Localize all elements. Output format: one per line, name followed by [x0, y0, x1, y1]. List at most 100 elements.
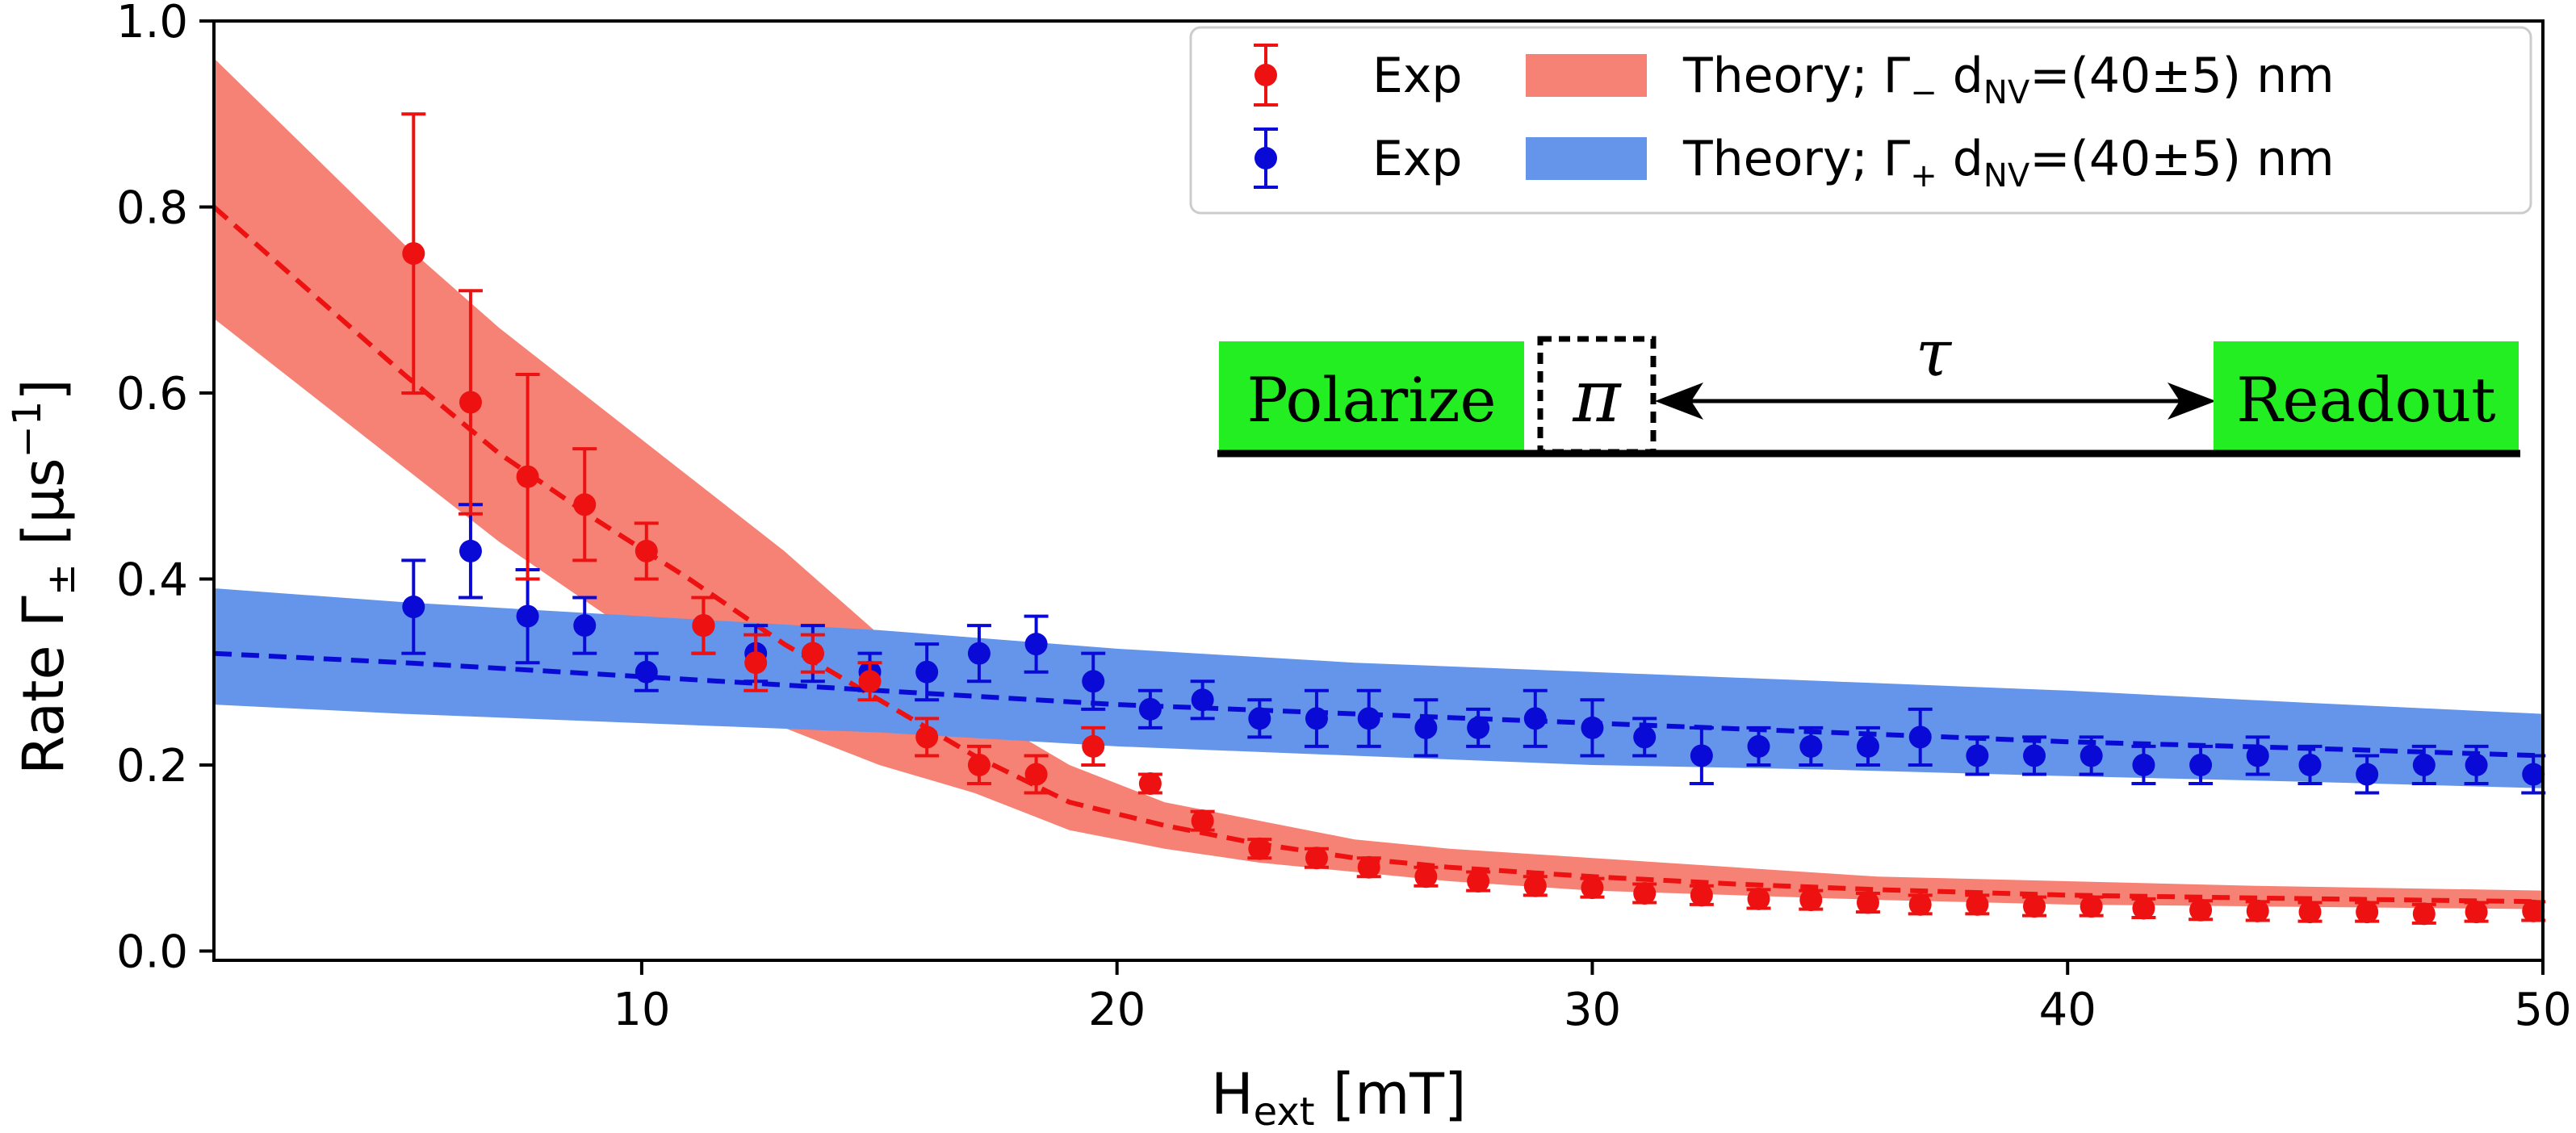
y-tick-label: 0.8 [116, 182, 188, 234]
data-point [1304, 688, 1329, 748]
data-point [1247, 698, 1272, 739]
data-point [1356, 855, 1381, 879]
polarize-label: Polarize [1246, 364, 1496, 436]
data-point [800, 633, 825, 674]
x-tick-label: 50 [2514, 984, 2571, 1036]
data-point [2245, 735, 2270, 776]
y-tick-label: 0.4 [116, 554, 188, 606]
data-point [1908, 893, 1933, 916]
data-point [1523, 688, 1548, 748]
data-point [1081, 725, 1106, 767]
data-point [2355, 901, 2380, 924]
data-point [2131, 897, 2156, 920]
data-point [2079, 735, 2104, 776]
legend: Exp Theory; Γ− dNV=(40±5) nm Exp Theory;… [1189, 26, 2532, 215]
x-tick-label: 30 [1564, 984, 1621, 1036]
data-point [1746, 725, 1771, 767]
tau-arrow-left-head [1655, 383, 1703, 420]
y-tick-label: 0.0 [116, 926, 188, 978]
data-point [1414, 698, 1439, 758]
svg-text:Theory; Γ− dNV=(40±5) nm: Theory; Γ− dNV=(40±5) nm [1682, 48, 2335, 111]
x-tick-label: 10 [613, 984, 670, 1036]
pulse-sequence-inset: Polarize π τ Readout [1217, 316, 2520, 458]
data-point [1689, 725, 1714, 786]
data-point [915, 717, 940, 758]
legend-band-swatch-red [1526, 54, 1647, 97]
data-points [401, 112, 2546, 926]
data-point [1190, 809, 1215, 833]
data-point [2411, 902, 2436, 926]
theory-line-1 [213, 650, 2544, 759]
data-point [1580, 876, 1605, 900]
data-point [2355, 754, 2380, 795]
y-axis-label: Rate Γ± [μs−1] [5, 378, 84, 775]
data-point [1137, 772, 1162, 796]
data-point [915, 642, 940, 702]
data-point [2297, 901, 2323, 924]
data-point [515, 567, 540, 665]
data-point [2464, 744, 2489, 786]
data-point [1523, 874, 1548, 897]
data-point [1799, 725, 1824, 767]
data-point [1414, 865, 1439, 888]
readout-box [2214, 341, 2519, 453]
data-point [1081, 651, 1106, 711]
legend-theory-red-dnv: NV [1983, 74, 2030, 111]
data-point [1908, 707, 1933, 767]
legend-exp-red-label: Exp [1372, 48, 1463, 104]
legend-exp-blue: Exp [1254, 128, 1463, 189]
pi-label: π [1572, 354, 1622, 439]
y-axis-label-sup: −1 [5, 401, 50, 458]
data-point [2245, 899, 2270, 922]
data-point [743, 633, 769, 692]
data-point [401, 112, 426, 395]
data-point [1855, 891, 1880, 914]
data-point [634, 521, 659, 581]
data-point [1965, 893, 1990, 916]
theory-bands [214, 58, 2543, 909]
data-point [1356, 688, 1381, 748]
data-point [572, 596, 597, 655]
data-point [966, 624, 991, 684]
tau-arrow-right-head [2168, 383, 2216, 420]
data-point [1746, 887, 1771, 910]
legend-theory-blue-sub: + [1910, 157, 1937, 194]
x-tick-label: 20 [1088, 984, 1146, 1036]
data-point [572, 447, 597, 562]
data-point [1304, 847, 1329, 870]
data-point [1632, 717, 1657, 758]
x-tick-label: 40 [2039, 984, 2096, 1036]
y-axis-label-sub: ± [39, 563, 84, 596]
legend-theory-red-sub: − [1910, 74, 1937, 111]
data-point [1855, 725, 1880, 767]
data-point [966, 744, 991, 786]
data-point [2411, 744, 2436, 786]
data-point [458, 289, 483, 516]
data-point [2131, 744, 2156, 786]
data-point [2189, 744, 2214, 786]
legend-exp-red: Exp [1254, 44, 1463, 107]
y-tick-label: 0.2 [116, 740, 188, 792]
data-point [1137, 688, 1162, 730]
svg-text:Theory; Γ+ dNV=(40±5) nm: Theory; Γ+ dNV=(40±5) nm [1682, 131, 2335, 194]
plot-frame [212, 19, 2545, 962]
data-point [1024, 754, 1049, 795]
pi-pulse-box [1537, 336, 1657, 455]
x-axis-label-sub: ext [1254, 1089, 1315, 1133]
readout-label: Readout [2236, 364, 2495, 436]
theory-lines [212, 205, 2544, 905]
data-point [1965, 735, 1990, 776]
x-axis-label: Hext [mT] [1211, 1061, 1466, 1133]
data-point [1190, 679, 1215, 721]
data-point [2079, 895, 2104, 918]
data-point [1632, 882, 1657, 905]
polarize-box [1219, 341, 1524, 453]
data-point [2297, 744, 2323, 786]
y-tick-label: 1.0 [116, 0, 188, 48]
data-point [1466, 707, 1491, 748]
data-point [1580, 698, 1605, 758]
data-point [2521, 899, 2546, 922]
data-point [2189, 898, 2214, 922]
theory-line-0 [212, 205, 2544, 905]
